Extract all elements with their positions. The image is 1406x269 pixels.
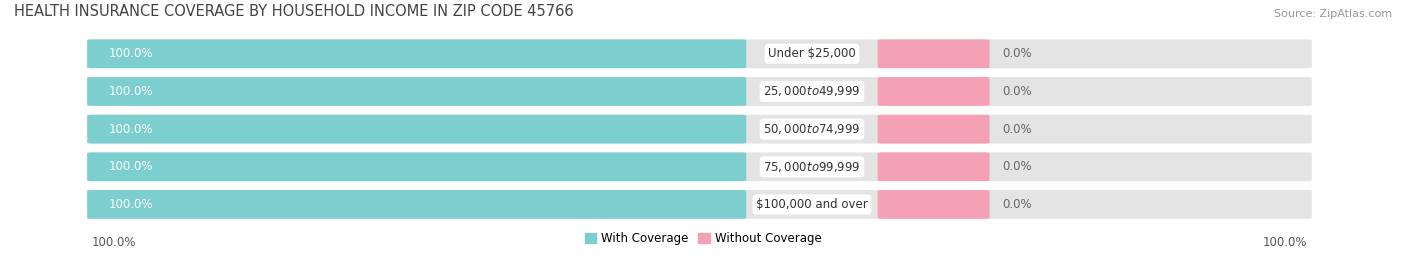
Text: 0.0%: 0.0% [1002,198,1032,211]
Text: $75,000 to $99,999: $75,000 to $99,999 [763,160,860,174]
FancyBboxPatch shape [87,115,1312,143]
FancyBboxPatch shape [87,190,1312,219]
Text: Source: ZipAtlas.com: Source: ZipAtlas.com [1274,9,1392,19]
FancyBboxPatch shape [87,77,1312,106]
Text: 0.0%: 0.0% [1002,85,1032,98]
Text: 100.0%: 100.0% [91,236,136,249]
Text: 100.0%: 100.0% [1263,236,1308,249]
FancyBboxPatch shape [87,40,1312,68]
Text: 100.0%: 100.0% [108,123,153,136]
FancyBboxPatch shape [877,190,990,219]
Text: 100.0%: 100.0% [108,47,153,60]
Text: 100.0%: 100.0% [108,160,153,173]
Text: $100,000 and over: $100,000 and over [756,198,868,211]
Text: 0.0%: 0.0% [1002,160,1032,173]
Text: 100.0%: 100.0% [108,85,153,98]
Text: 0.0%: 0.0% [1002,123,1032,136]
FancyBboxPatch shape [877,77,990,106]
Text: 100.0%: 100.0% [108,198,153,211]
Text: 0.0%: 0.0% [1002,47,1032,60]
Text: $50,000 to $74,999: $50,000 to $74,999 [763,122,860,136]
Text: Under $25,000: Under $25,000 [768,47,856,60]
FancyBboxPatch shape [87,77,747,106]
FancyBboxPatch shape [877,40,990,68]
FancyBboxPatch shape [87,115,747,143]
FancyBboxPatch shape [87,40,747,68]
FancyBboxPatch shape [877,115,990,143]
Text: $25,000 to $49,999: $25,000 to $49,999 [763,84,860,98]
FancyBboxPatch shape [877,153,990,181]
FancyBboxPatch shape [87,153,747,181]
FancyBboxPatch shape [87,153,1312,181]
Legend: With Coverage, Without Coverage: With Coverage, Without Coverage [579,227,827,250]
FancyBboxPatch shape [87,190,747,219]
Text: HEALTH INSURANCE COVERAGE BY HOUSEHOLD INCOME IN ZIP CODE 45766: HEALTH INSURANCE COVERAGE BY HOUSEHOLD I… [14,4,574,19]
